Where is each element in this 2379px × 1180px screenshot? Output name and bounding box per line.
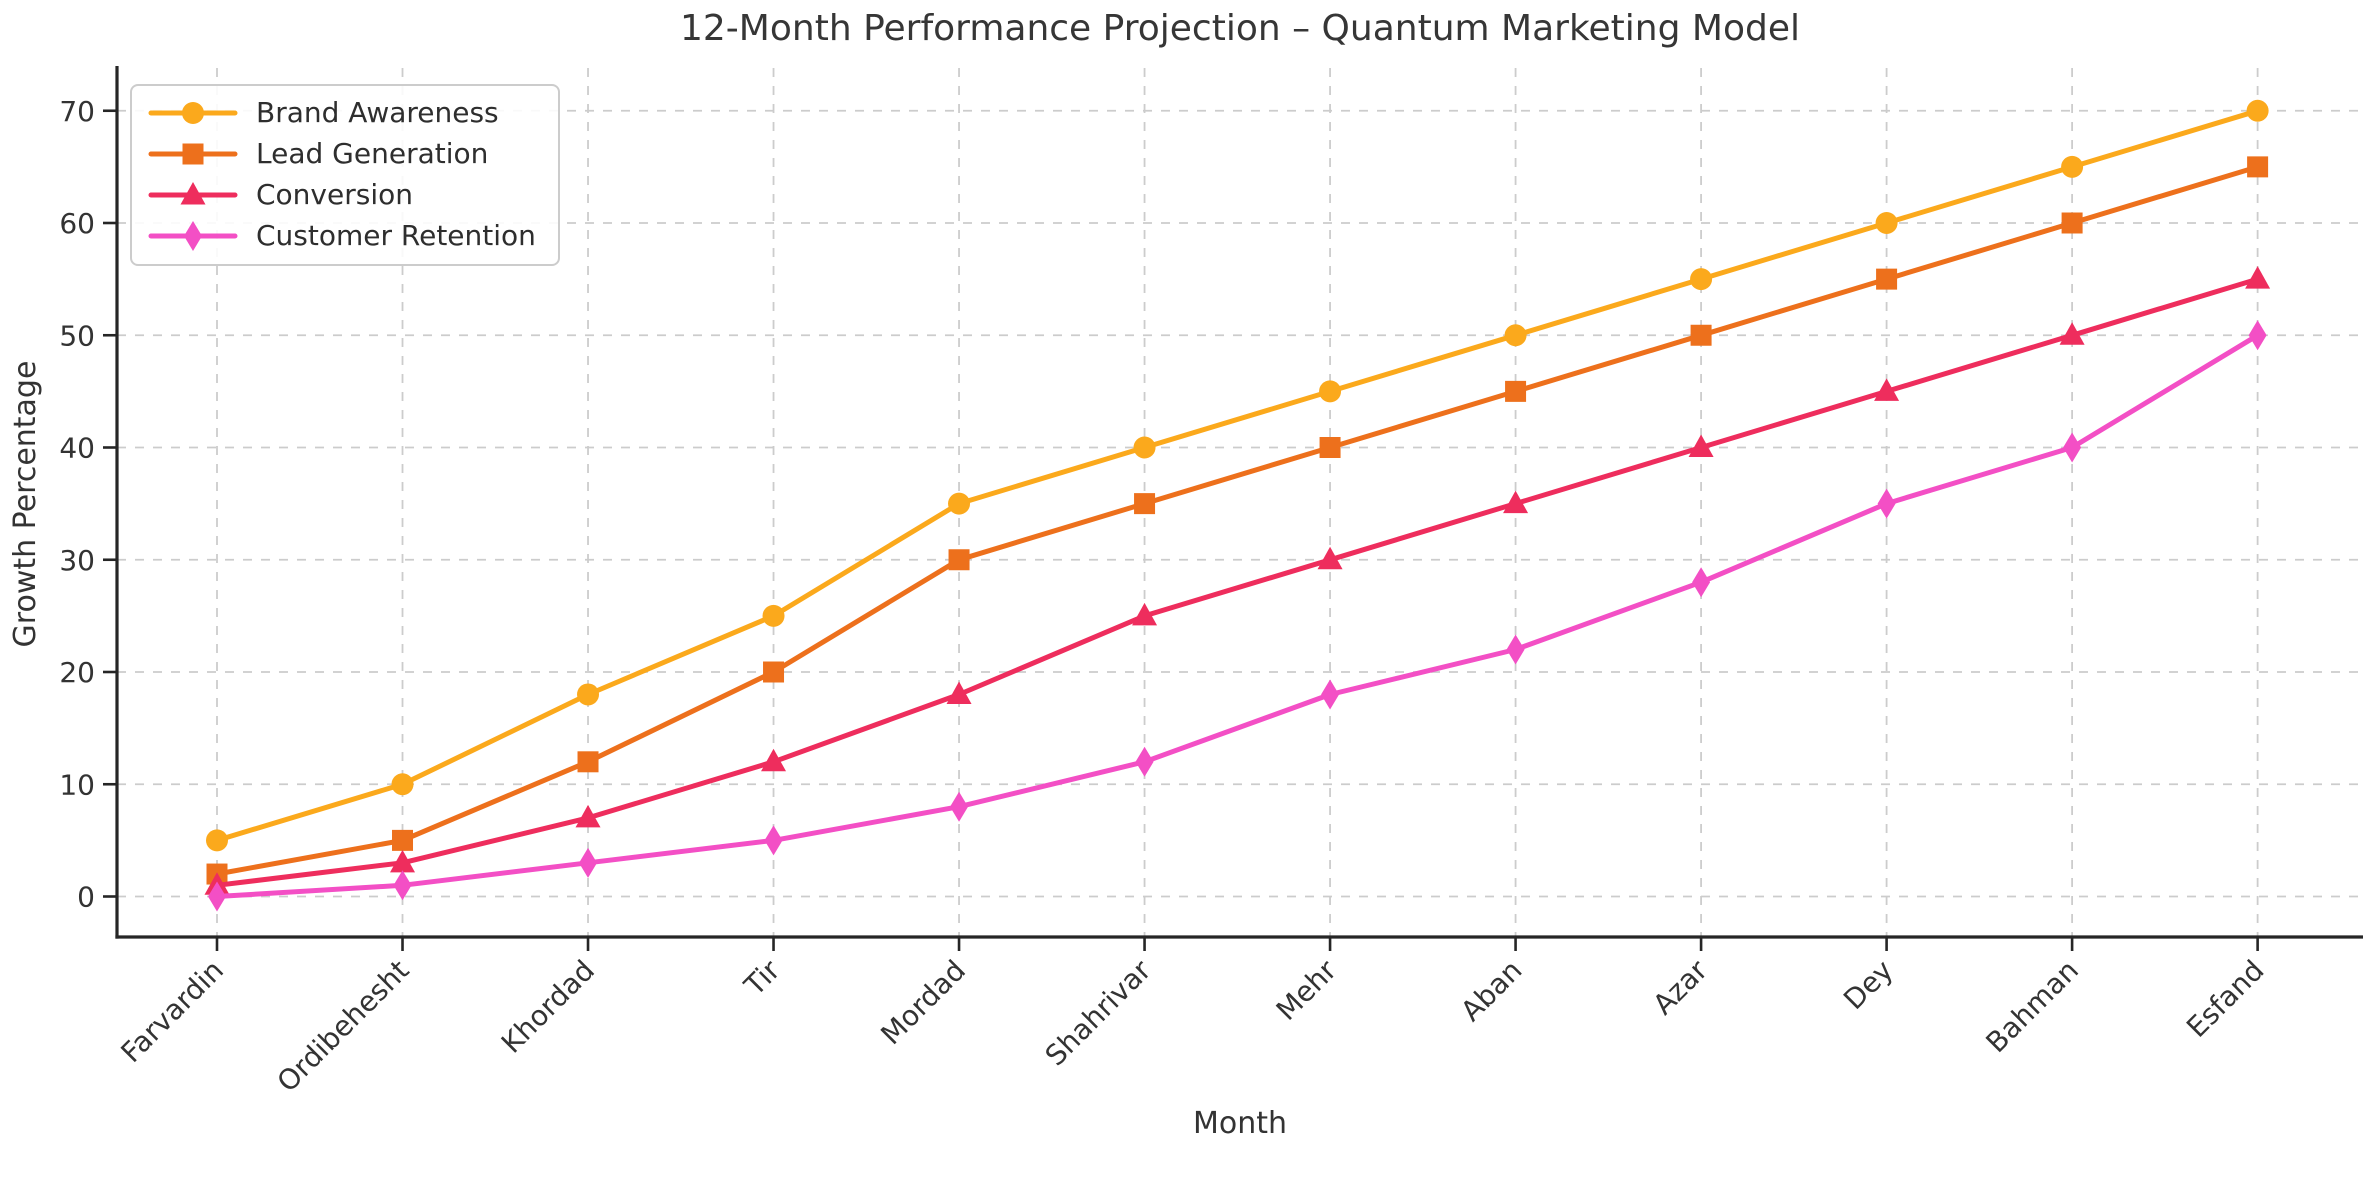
diamond-marker-icon — [579, 847, 598, 878]
diamond-marker-icon — [1877, 488, 1896, 519]
y-axis-label: Growth Percentage — [8, 360, 43, 648]
y-tick-label: 10 — [59, 768, 95, 801]
legend-item-customer-retention: Customer Retention — [148, 215, 536, 256]
triangle-marker-icon — [390, 849, 416, 873]
circle-marker-icon — [2246, 99, 2269, 122]
x-tick-label: Khordad — [495, 954, 601, 1060]
x-tick-label: Mehr — [1270, 953, 1344, 1027]
circle-marker-icon — [948, 492, 971, 515]
triangle-marker-icon — [1874, 378, 1900, 401]
y-tick-label: 0 — [77, 881, 95, 914]
diamond-marker-icon — [2063, 432, 2082, 463]
diamond-marker-icon — [393, 870, 412, 901]
diamond-marker-icon — [208, 881, 226, 912]
circle-marker-icon — [1690, 268, 1713, 291]
y-tick-label: 60 — [59, 207, 95, 240]
square-marker-icon — [392, 829, 414, 851]
diamond-marker-icon — [1506, 634, 1525, 665]
series-customer-retention — [208, 320, 2267, 912]
series-lead-generation — [206, 156, 2269, 885]
triangle-marker-icon — [1503, 490, 1529, 514]
series-line — [214, 108, 2261, 843]
circle-marker-icon — [391, 773, 414, 796]
axis-ticks — [103, 109, 2259, 951]
y-tick-label: 20 — [59, 656, 95, 689]
y-tick-label: 30 — [59, 544, 95, 577]
circle-marker-icon — [1319, 380, 1342, 403]
legend-sample-line — [148, 143, 238, 164]
legend-sample-line — [148, 181, 238, 204]
series-conversion — [204, 266, 2271, 895]
triangle-marker-icon — [2245, 266, 2271, 289]
square-marker-icon — [1876, 268, 1898, 290]
series-brand-awareness — [206, 99, 2269, 852]
square-marker-icon — [1505, 380, 1527, 402]
triangle-marker-icon — [1688, 434, 1714, 457]
square-marker-icon — [577, 751, 599, 773]
x-axis-label: Month — [1192, 1106, 1288, 1141]
x-tick-label: Tir — [737, 953, 787, 1003]
circle-marker-icon — [1133, 436, 1156, 459]
legend-label: Conversion — [256, 178, 413, 211]
square-marker-icon — [1134, 493, 1156, 515]
triangle-marker-icon — [1317, 546, 1343, 570]
series-line — [214, 164, 2261, 877]
square-marker-icon — [763, 661, 785, 683]
square-marker-icon — [182, 143, 204, 164]
triangle-marker-icon — [180, 181, 206, 204]
circle-marker-icon — [182, 101, 204, 124]
legend-item-lead-generation: Lead Generation — [148, 133, 536, 174]
legend-item-brand-awareness: Brand Awareness — [148, 92, 536, 133]
diamond-marker-icon — [950, 791, 969, 822]
y-tick-label: 70 — [59, 95, 95, 128]
circle-marker-icon — [1875, 212, 1898, 234]
series-line — [214, 276, 2261, 888]
x-tick-label: Aban — [1454, 954, 1528, 1028]
square-marker-icon — [2061, 212, 2083, 234]
diamond-marker-icon — [1321, 679, 1340, 710]
square-marker-icon — [1319, 437, 1341, 458]
legend-sample-line — [148, 101, 238, 124]
diamond-marker-icon — [1692, 567, 1711, 598]
square-marker-icon — [1690, 324, 1712, 346]
circle-marker-icon — [1504, 324, 1527, 347]
triangle-marker-icon — [1132, 602, 1158, 626]
circle-marker-icon — [2061, 155, 2084, 178]
diamond-marker-icon — [184, 220, 202, 251]
diamond-marker-icon — [2248, 320, 2267, 351]
legend-label: Brand Awareness — [256, 96, 499, 129]
legend-sample-line — [148, 220, 238, 251]
x-tick-label: Shahrivar — [1039, 953, 1158, 1072]
y-tick-label: 40 — [59, 432, 95, 465]
circle-marker-icon — [206, 829, 228, 852]
triangle-marker-icon — [2059, 322, 2085, 345]
chart-title: 12-Month Performance Projection – Quantu… — [680, 8, 1800, 49]
x-tick-label: Mordad — [874, 954, 972, 1052]
circle-marker-icon — [762, 604, 785, 627]
legend-item-conversion: Conversion — [148, 174, 536, 215]
axis-spines — [115, 66, 2363, 939]
triangle-marker-icon — [575, 804, 601, 828]
circle-marker-icon — [577, 683, 600, 706]
data-series — [204, 99, 2271, 912]
series-line — [214, 332, 2261, 899]
triangle-marker-icon — [946, 681, 972, 704]
x-tick-label: Azar — [1646, 953, 1714, 1021]
legend: Brand Awareness Lead Generation Conversion… — [130, 84, 560, 266]
x-tick-label: Ordibehesht — [271, 954, 416, 1099]
x-tick-label: Bahman — [1979, 954, 2085, 1060]
square-marker-icon — [948, 549, 970, 571]
triangle-marker-icon — [761, 748, 787, 772]
legend-label: Customer Retention — [256, 219, 536, 252]
square-marker-icon — [2247, 156, 2269, 178]
diamond-marker-icon — [1135, 746, 1154, 777]
diamond-marker-icon — [764, 825, 783, 856]
x-tick-label: Farvardin — [115, 954, 230, 1069]
x-tick-label: Esfand — [2180, 954, 2270, 1044]
x-tick-label: Dey — [1837, 954, 1899, 1016]
legend-label: Lead Generation — [256, 137, 489, 170]
y-tick-label: 50 — [59, 319, 95, 352]
